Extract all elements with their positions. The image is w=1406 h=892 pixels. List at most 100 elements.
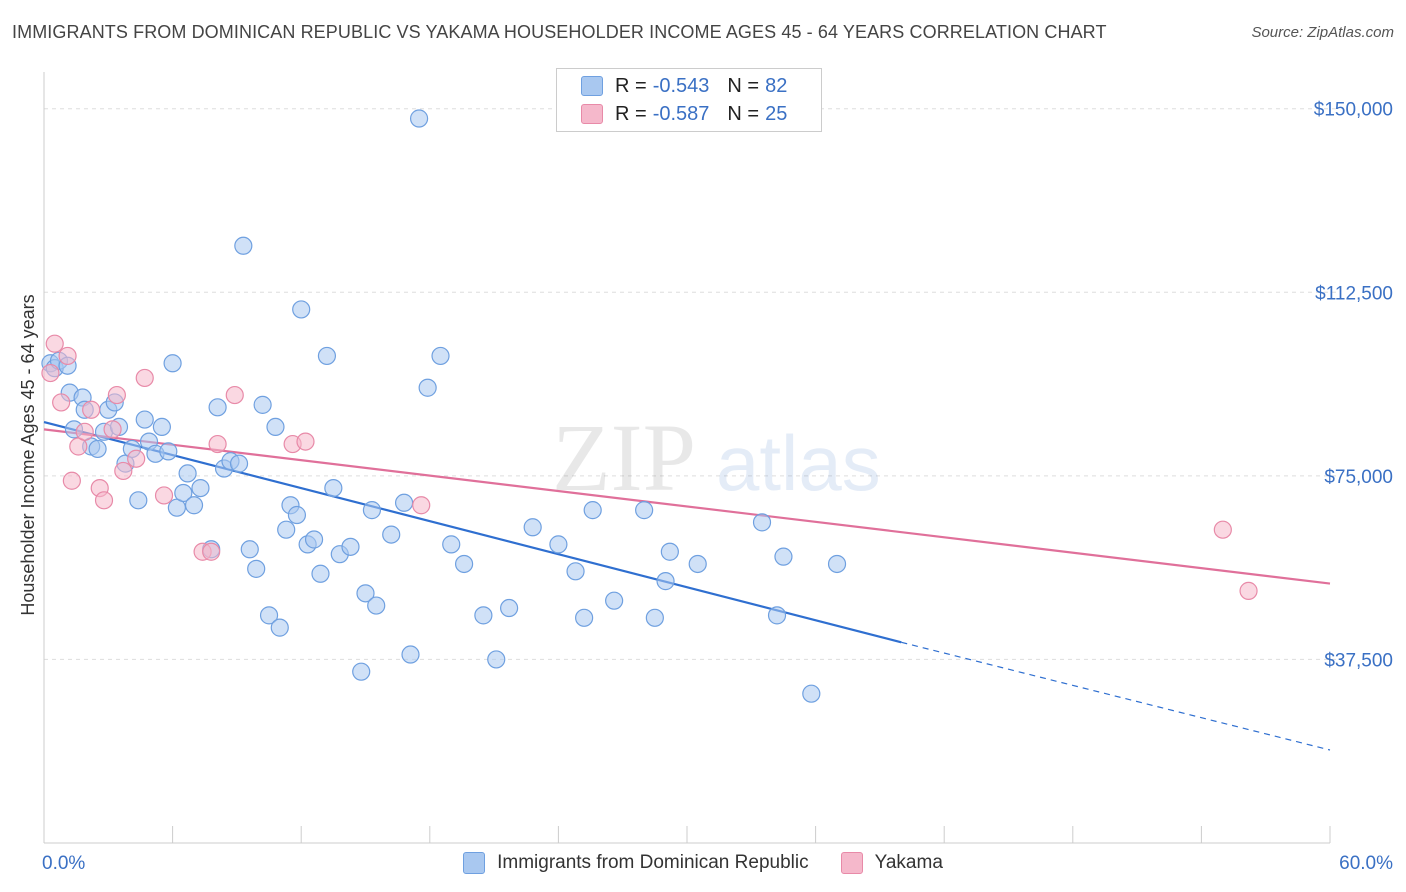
point-dominican — [129, 491, 148, 510]
y-tick-label: $150,000 — [1314, 100, 1393, 121]
series-swatch-yakama — [840, 852, 863, 874]
point-yakama — [154, 486, 174, 505]
legend-n-value: 82 — [765, 74, 788, 97]
point-dominican — [311, 564, 330, 583]
point-dominican — [178, 464, 197, 483]
point-dominican — [88, 439, 107, 459]
point-yakama — [107, 385, 126, 405]
point-yakama — [225, 385, 244, 405]
series-name-dominican: Immigrants from Dominican Republic — [497, 852, 809, 873]
legend-n-value: 25 — [765, 102, 788, 125]
correlation-legend: R = -0.543 N = 82 R = -0.587 N = 25 — [556, 68, 822, 132]
point-yakama — [127, 449, 146, 468]
point-dominican — [174, 483, 193, 503]
legend-row-dominican: R = -0.543 N = 82 — [581, 73, 787, 99]
point-dominican — [352, 662, 371, 681]
grid-lines — [44, 108, 1338, 660]
point-dominican — [431, 346, 450, 366]
point-dominican — [605, 591, 624, 610]
point-yakama — [114, 461, 133, 481]
point-dominican — [409, 109, 429, 128]
series-legend-yakama: Yakama — [840, 852, 943, 874]
point-dominican — [159, 442, 178, 461]
point-dominican — [454, 554, 474, 574]
legend-row-yakama: R = -0.587 N = 25 — [581, 101, 787, 127]
point-dominican — [259, 606, 279, 625]
point-dominican — [401, 645, 420, 664]
point-dominican — [549, 535, 568, 554]
axes — [43, 72, 1331, 844]
series-swatch-dominican — [463, 852, 486, 874]
series-legend-dominican: Immigrants from Dominican Republic — [463, 852, 809, 874]
point-dominican — [292, 300, 311, 319]
tick-labels: $37,500 $75,000 $112,500 $150,000 0.0% 60.0% — [42, 100, 1393, 874]
point-dominican — [135, 410, 154, 429]
point-dominican — [229, 454, 249, 473]
point-yakama — [296, 432, 315, 451]
legend-r-label: R = — [615, 74, 647, 97]
point-dominican — [208, 398, 227, 417]
point-dominican — [277, 520, 296, 539]
point-dominican — [356, 584, 375, 603]
series-name-yakama: Yakama — [874, 852, 943, 873]
y-tick-label: $112,500 — [1315, 283, 1393, 304]
point-yakama — [208, 434, 227, 454]
point-dominican — [523, 518, 542, 537]
point-dominican — [394, 493, 414, 512]
legend-swatch-dominican — [581, 76, 603, 96]
point-yakama — [1239, 581, 1258, 600]
point-dominican — [270, 618, 289, 637]
x-tick-label: 0.0% — [42, 853, 85, 874]
legend-swatch-yakama — [581, 104, 603, 124]
point-yakama — [1213, 520, 1232, 539]
source-label: Source: ZipAtlas.com — [1251, 24, 1394, 41]
point-dominican — [688, 554, 707, 574]
point-dominican — [418, 378, 437, 397]
y-axis-label: Householder Income Ages 45 - 64 years — [18, 294, 38, 615]
point-dominican — [304, 530, 324, 549]
point-dominican — [442, 535, 461, 554]
point-dominican — [317, 346, 337, 366]
point-dominican — [660, 542, 679, 561]
legend-n-label: N = — [727, 74, 760, 97]
point-dominican — [362, 501, 382, 520]
point-dominican — [247, 559, 266, 578]
watermark-zip: ZIP — [552, 404, 696, 511]
point-yakama — [58, 346, 77, 366]
series-legend: Immigrants from Dominican Republic Yakam… — [0, 852, 1406, 874]
point-dominican — [500, 598, 519, 618]
point-dominican — [774, 547, 793, 566]
point-dominican — [152, 417, 171, 437]
legend-n-label: N = — [727, 102, 760, 125]
point-dominican — [367, 596, 386, 615]
legend-r-label: R = — [615, 102, 647, 125]
point-yakama — [103, 420, 122, 439]
point-yakama — [41, 363, 60, 383]
point-dominican — [566, 562, 585, 581]
point-dominican — [645, 608, 664, 627]
y-tick-label: $37,500 — [1324, 650, 1393, 671]
point-dominican — [324, 478, 343, 498]
point-yakama — [135, 368, 154, 388]
trend-extension-dominican — [901, 641, 1331, 751]
point-yakama — [52, 393, 71, 412]
point-dominican — [253, 395, 272, 414]
trend-line-dominican — [43, 420, 902, 644]
point-dominican — [266, 417, 285, 437]
trend-lines — [43, 420, 1331, 751]
point-dominican — [635, 501, 654, 520]
point-dominican — [240, 540, 259, 559]
point-dominican — [184, 496, 204, 515]
point-dominican — [287, 505, 307, 525]
trend-line-yakama — [43, 428, 1331, 585]
point-dominican — [341, 537, 360, 556]
point-dominican — [382, 525, 401, 544]
point-dominican — [487, 650, 506, 669]
point-dominican — [583, 501, 602, 520]
legend-r-value: -0.587 — [652, 102, 710, 125]
legend-r-value: -0.543 — [652, 74, 710, 97]
point-dominican — [163, 354, 182, 373]
y-tick-label: $75,000 — [1324, 467, 1393, 488]
point-dominican — [827, 554, 847, 574]
